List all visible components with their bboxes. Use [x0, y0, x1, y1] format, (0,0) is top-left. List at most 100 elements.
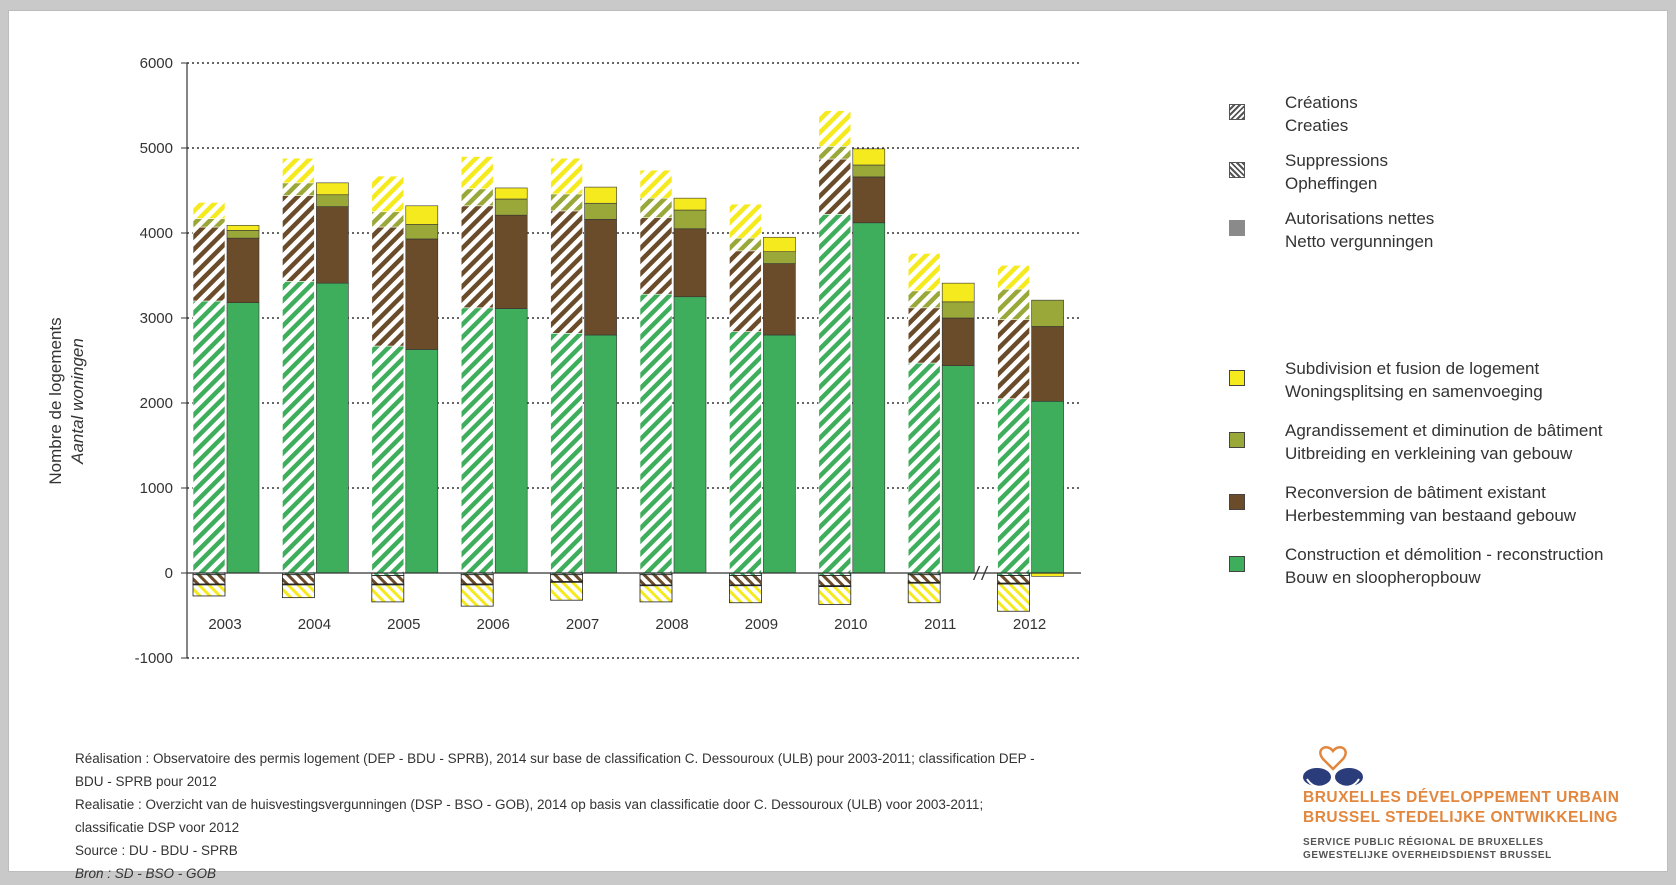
bar-nettes-reconversion	[1031, 326, 1064, 402]
bar-creations-subdivision	[729, 203, 762, 239]
bar-creations-agrandissement	[639, 197, 673, 218]
bar-nettes-reconversion	[852, 176, 886, 224]
bar-creations-agrandissement	[997, 288, 1030, 321]
legend-label: Reconversion de bâtiment existant Herbest…	[1285, 481, 1576, 527]
y-tick-label: 3000	[140, 310, 173, 327]
bar-nettes-reconversion	[763, 263, 796, 336]
bar-nettes-construction	[405, 349, 439, 574]
bar-creations-subdivision	[282, 157, 315, 184]
bar-nettes-reconversion	[941, 317, 975, 366]
bar-suppressions-subdivision	[371, 584, 405, 603]
y-tick-label: 5000	[140, 140, 173, 157]
source-line: classificatie DSP voor 2012	[75, 820, 240, 835]
bar-creations-subdivision	[907, 253, 941, 292]
x-tick-label: 2007	[566, 616, 599, 633]
legend-label: Suppressions Opheffingen	[1285, 149, 1388, 195]
bar-nettes-subdivision	[316, 182, 349, 196]
bar-creations-reconversion	[550, 210, 583, 334]
bar-nettes-reconversion	[226, 237, 260, 304]
legend-label-nl: Herbestemming van bestaand gebouw	[1285, 506, 1577, 525]
bar-nettes-agrandissement	[584, 202, 617, 220]
y-tick-label: -1000	[135, 650, 173, 667]
bar-creations-reconversion	[192, 226, 226, 302]
legend-swatch	[1229, 370, 1245, 386]
y-tick-label: 0	[165, 565, 173, 582]
source-line: Realisatie : Overzicht van de huisvestin…	[75, 797, 984, 812]
legend-label-fr: Construction et démolition - reconstruct…	[1285, 545, 1604, 564]
bar-suppressions-reconversion	[729, 575, 762, 586]
legend-label: Construction et démolition - reconstruct…	[1285, 543, 1603, 589]
y-axis-title-alt: Aantal woningen	[68, 338, 87, 464]
bar-nettes-subdivision	[494, 187, 528, 200]
legend-swatch	[1229, 220, 1245, 236]
bar-nettes-construction	[941, 365, 975, 574]
bar-creations-subdivision	[997, 265, 1030, 290]
source-notes: Réalisation : Observatoire des permis lo…	[75, 747, 1225, 885]
bar-creations-reconversion	[282, 195, 315, 282]
bar-creations-reconversion	[371, 226, 405, 347]
source-line: Source : DU - BDU - SPRB	[75, 843, 238, 858]
bar-suppressions-subdivision	[192, 584, 226, 597]
bar-creations-agrandissement	[729, 237, 762, 252]
bar-creations-agrandissement	[192, 218, 226, 228]
bar-suppressions-subdivision	[729, 585, 762, 604]
bar-suppressions-subdivision	[997, 583, 1030, 612]
bar-creations-reconversion	[639, 217, 673, 295]
axis-break-mark	[981, 565, 989, 581]
legend-label-fr: Agrandissement et diminution de bâtiment	[1285, 421, 1603, 440]
legend-label-fr: Reconversion de bâtiment existant	[1285, 483, 1546, 502]
bar-nettes-agrandissement	[1031, 299, 1064, 327]
organization-logo: BRUXELLES DÉVELOPPEMENT URBAIN BRUSSEL S…	[1289, 745, 1669, 875]
bar-nettes-agrandissement	[941, 301, 975, 319]
legend-swatch	[1229, 494, 1245, 510]
bar-creations-subdivision	[818, 110, 852, 147]
logo-subtext-nl: GEWESTELIJKE OVERHEIDSDIENST BRUSSEL	[1303, 850, 1552, 861]
x-tick-label: 2012	[1013, 616, 1046, 633]
bar-suppressions-subdivision	[281, 584, 315, 599]
bar-nettes-construction	[1031, 400, 1064, 574]
bar-suppressions-reconversion	[460, 574, 494, 585]
bar-nettes-reconversion	[405, 238, 439, 350]
bar-creations-agrandissement	[818, 146, 852, 160]
logo-mark-icon	[1303, 746, 1363, 788]
bar-suppressions-reconversion	[639, 574, 673, 586]
bar-nettes-construction	[316, 282, 349, 574]
stacked-bar-chart: -1000 0 1000 2000 3000 4000 5000 6000 2003 2004 2…	[135, 55, 1081, 667]
bar-creations-subdivision	[550, 157, 583, 195]
bar-nettes-reconversion	[673, 228, 707, 298]
bar-suppressions-reconversion	[907, 574, 941, 583]
bar-creations-construction	[192, 300, 226, 574]
legend-label-nl: Uitbreiding en verkleining van gebouw	[1285, 444, 1573, 463]
bar-creations-agrandissement	[550, 193, 583, 212]
bar-nettes-subdivision	[763, 236, 796, 252]
y-tick-label: 6000	[140, 55, 173, 72]
legend-label-nl: Woningsplitsing en samenvoeging	[1285, 382, 1543, 401]
bar-suppressions-reconversion	[550, 574, 583, 582]
y-tick-label: 4000	[140, 225, 173, 242]
bar-creations-reconversion	[460, 205, 494, 309]
bar-nettes-construction	[494, 308, 528, 574]
y-tick-label: 2000	[140, 395, 173, 412]
legend-label-fr: Créations	[1285, 93, 1358, 112]
bar-creations-construction	[997, 398, 1030, 574]
bar-creations-subdivision	[460, 156, 494, 190]
bar-creations-reconversion	[907, 307, 941, 364]
bar-suppressions-subdivision	[639, 585, 673, 603]
bar-creations-subdivision	[192, 202, 226, 219]
legend-label: Autorisations nettes Netto vergunningen	[1285, 207, 1434, 253]
legend-swatch	[1229, 556, 1245, 572]
bar-nettes-subdivision	[673, 197, 707, 211]
bar-creations-subdivision	[371, 175, 405, 213]
bar-creations-construction	[460, 307, 494, 574]
bar-creations-reconversion	[729, 250, 762, 332]
bar-creations-construction	[282, 281, 315, 574]
bar-suppressions-reconversion	[281, 574, 315, 585]
bar-suppressions-reconversion	[818, 575, 852, 587]
bar-nettes-construction	[584, 334, 617, 574]
legend-label: Agrandissement et diminution de bâtiment…	[1285, 419, 1603, 465]
bar-creations-agrandissement	[371, 211, 405, 228]
bar-suppressions-subdivision	[907, 582, 941, 604]
bar-nettes-subdivision	[584, 186, 617, 204]
x-tick-label: 2006	[477, 616, 510, 633]
source-line: Réalisation : Observatoire des permis lo…	[75, 751, 1035, 766]
